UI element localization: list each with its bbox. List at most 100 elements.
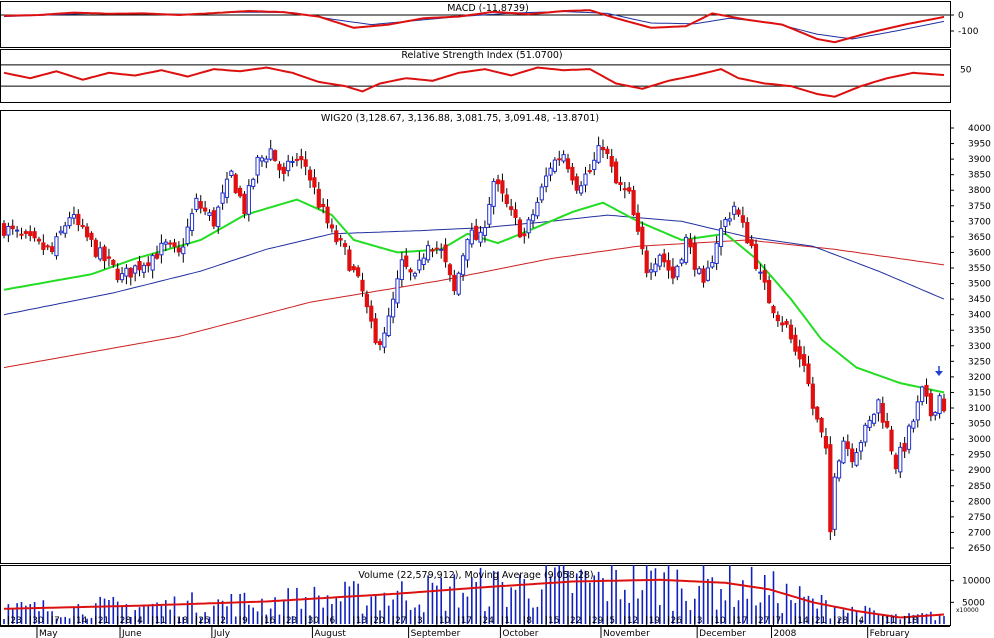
x-tick-label: 4 xyxy=(859,616,865,626)
candle xyxy=(150,253,155,279)
candle xyxy=(906,423,912,454)
candle xyxy=(841,436,846,465)
candle-body xyxy=(850,448,855,463)
x-tick-label: 7 xyxy=(775,616,781,626)
candle xyxy=(32,227,37,242)
month-label: May xyxy=(39,629,58,638)
candle-body xyxy=(41,242,46,250)
candle xyxy=(246,179,251,222)
candle-body xyxy=(627,187,632,192)
candle-body xyxy=(303,159,308,167)
candle-body xyxy=(714,242,719,264)
candle xyxy=(832,473,837,537)
candle xyxy=(133,264,138,282)
candle-body xyxy=(692,243,697,270)
candle-body xyxy=(858,442,864,452)
candle xyxy=(688,233,693,254)
candle xyxy=(570,162,575,185)
candle-body xyxy=(845,441,850,449)
candle xyxy=(369,300,374,329)
candle-body xyxy=(264,158,269,163)
candle-body xyxy=(552,159,557,172)
candle xyxy=(775,311,780,327)
candle xyxy=(347,245,352,272)
candle-body xyxy=(871,413,877,424)
macd-line xyxy=(3,9,945,44)
candle-body xyxy=(675,265,680,278)
candle xyxy=(146,256,151,273)
candle-body xyxy=(718,228,724,248)
candle xyxy=(710,255,715,269)
candle xyxy=(478,226,483,247)
candle-body xyxy=(570,166,575,181)
candle-body xyxy=(460,255,466,276)
candle-body xyxy=(15,229,20,232)
candle-body xyxy=(198,201,203,209)
candle xyxy=(299,148,304,169)
x-tick-label: 23 xyxy=(286,616,297,626)
candle xyxy=(28,225,33,242)
candle-body xyxy=(399,259,404,281)
candle-body xyxy=(351,266,356,271)
candle xyxy=(600,139,606,158)
x-tick-label: 27 xyxy=(395,616,406,626)
candle xyxy=(76,209,81,232)
price-tick-label: 3400 xyxy=(968,311,991,321)
candle-body xyxy=(176,247,181,253)
candle xyxy=(421,253,426,271)
candle xyxy=(203,200,208,216)
candle xyxy=(168,239,173,248)
candle xyxy=(98,241,103,262)
candle-body xyxy=(154,253,160,259)
candle-body xyxy=(710,262,715,268)
x-tick-label: 22 xyxy=(570,616,581,626)
candle xyxy=(207,209,212,221)
candle-body xyxy=(412,272,418,277)
candle xyxy=(679,257,684,267)
candle-body xyxy=(6,225,11,236)
candle xyxy=(159,234,164,264)
candle xyxy=(80,218,85,229)
price-tick-label: 2750 xyxy=(968,513,991,523)
candle-body xyxy=(159,242,164,256)
candle-body xyxy=(701,268,706,283)
candle xyxy=(364,290,369,314)
rsi-line xyxy=(3,66,945,98)
macd-layer xyxy=(0,9,950,44)
x-tick-label: 21 xyxy=(98,616,109,626)
candle xyxy=(115,263,120,283)
candle-body xyxy=(885,420,890,428)
x-tick-label: 28 xyxy=(120,616,132,626)
candle xyxy=(251,177,256,190)
candle-body xyxy=(583,173,588,186)
macd-title: MACD (-11.8739) xyxy=(447,3,529,14)
x-tick-label: 30 xyxy=(308,616,320,626)
month-label: October xyxy=(502,629,538,638)
candle-body xyxy=(220,192,225,204)
candle xyxy=(67,211,72,229)
candle xyxy=(561,150,566,164)
candle-body xyxy=(836,460,842,479)
candle-body xyxy=(723,218,728,228)
candle xyxy=(220,184,225,210)
candle-body xyxy=(185,226,190,245)
candle xyxy=(692,235,697,277)
rsi-tick-label: 50 xyxy=(960,66,972,76)
candle-body xyxy=(683,236,689,263)
candle-body xyxy=(740,215,745,223)
x-tick-label: 26 xyxy=(671,616,683,626)
candle xyxy=(255,155,260,184)
candle xyxy=(71,206,77,225)
candle-body xyxy=(106,256,112,259)
candle xyxy=(54,232,59,260)
candle xyxy=(41,234,46,255)
candle xyxy=(579,181,584,196)
candle xyxy=(871,413,877,427)
candle-body xyxy=(622,188,627,191)
candle xyxy=(294,152,300,167)
candle xyxy=(850,443,855,468)
candle xyxy=(701,265,706,288)
candle-body xyxy=(745,222,750,244)
candle-body xyxy=(618,182,623,185)
